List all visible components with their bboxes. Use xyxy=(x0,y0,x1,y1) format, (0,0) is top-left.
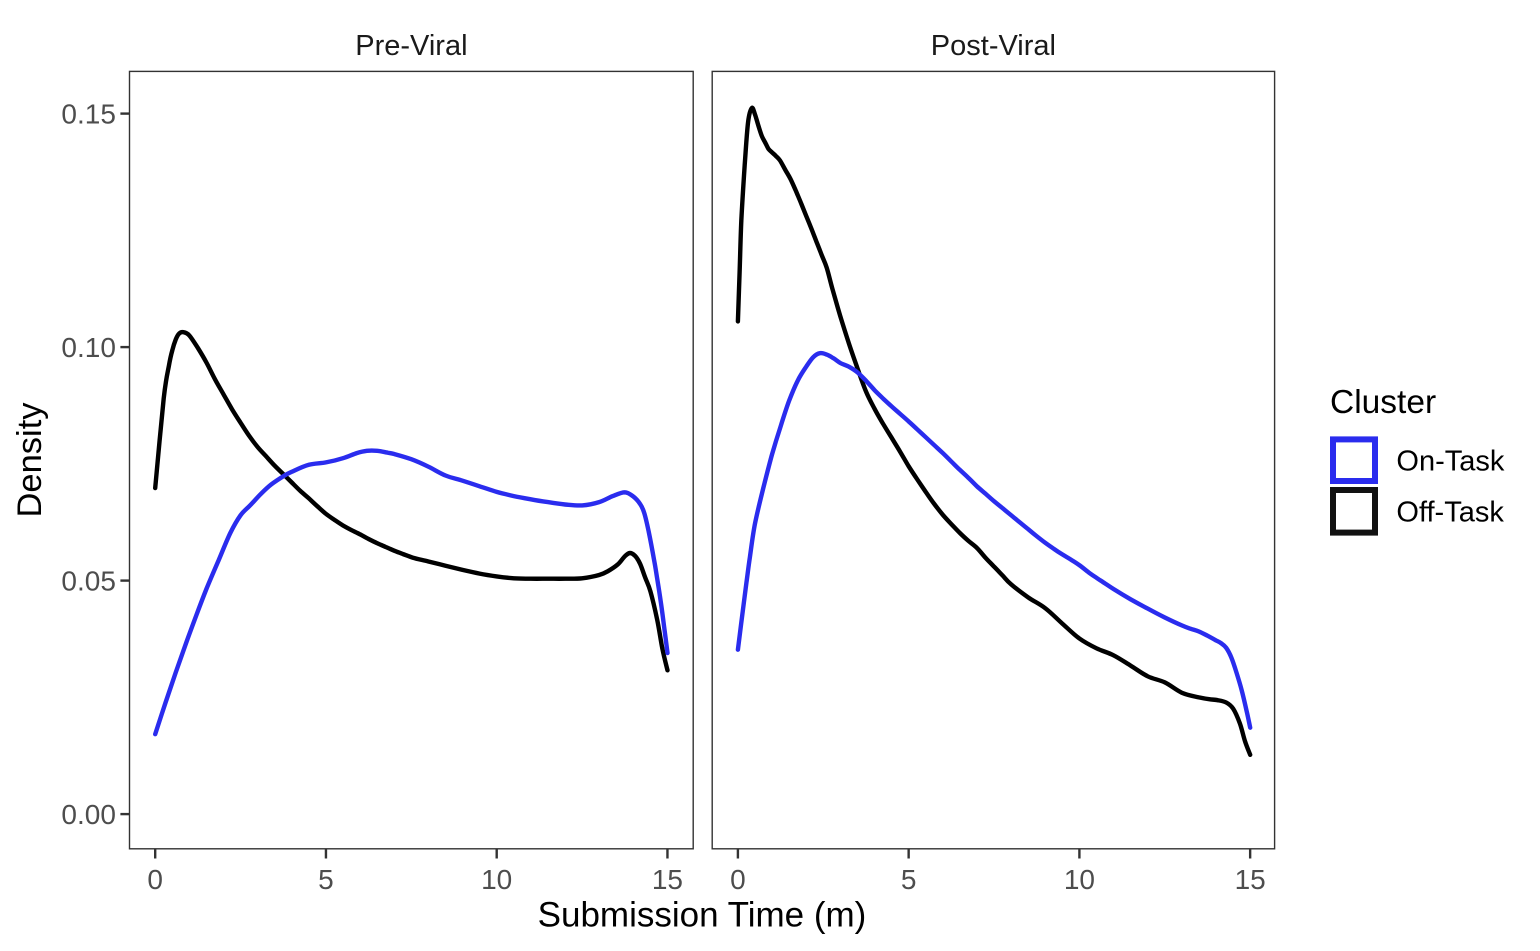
svg-text:5: 5 xyxy=(318,864,334,895)
svg-text:10: 10 xyxy=(481,864,512,895)
svg-text:15: 15 xyxy=(652,864,683,895)
svg-text:Submission Time (m): Submission Time (m) xyxy=(538,896,867,935)
svg-text:0: 0 xyxy=(147,864,163,895)
svg-text:Post-Viral: Post-Viral xyxy=(931,30,1056,62)
svg-text:0.15: 0.15 xyxy=(61,99,116,130)
svg-text:10: 10 xyxy=(1064,864,1095,895)
svg-text:15: 15 xyxy=(1235,864,1266,895)
svg-text:0.00: 0.00 xyxy=(61,799,116,830)
svg-text:0: 0 xyxy=(730,864,746,895)
svg-text:Cluster: Cluster xyxy=(1330,384,1436,421)
svg-text:0.05: 0.05 xyxy=(61,566,116,597)
svg-text:On-Task: On-Task xyxy=(1396,445,1504,477)
svg-text:Pre-Viral: Pre-Viral xyxy=(355,30,467,62)
svg-text:5: 5 xyxy=(901,864,917,895)
svg-text:0.10: 0.10 xyxy=(61,332,116,363)
svg-text:Off-Task: Off-Task xyxy=(1396,496,1504,528)
svg-text:Density: Density xyxy=(11,402,49,518)
